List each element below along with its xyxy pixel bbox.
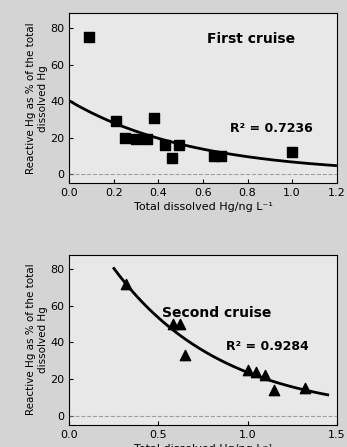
Text: Second cruise: Second cruise [162,306,271,320]
Y-axis label: Reactive Hg as % of the total
dissolved Hg: Reactive Hg as % of the total dissolved … [26,22,48,174]
Point [183,352,188,359]
Point [169,154,175,161]
X-axis label: Total dissolved Hg/ng L⁻¹: Total dissolved Hg/ng L⁻¹ [134,444,272,447]
Point [245,366,250,373]
Point [289,149,295,156]
Point [124,280,129,287]
Y-axis label: Reactive Hg as % of the total
dissolved Hg: Reactive Hg as % of the total dissolved … [26,264,48,416]
Point [254,368,259,375]
Point [211,152,217,160]
Point [122,134,128,141]
Point [145,136,150,143]
Point [133,136,139,143]
Point [170,320,176,328]
Point [162,141,168,148]
Text: First cruise: First cruise [208,32,296,46]
Point [302,384,307,392]
Point [113,118,119,125]
Point [176,141,181,148]
Point [263,372,268,379]
Text: R² = 0.9284: R² = 0.9284 [226,340,309,353]
Text: R² = 0.7236: R² = 0.7236 [230,122,312,135]
Point [151,114,157,121]
Point [271,386,277,393]
Point [177,320,183,328]
Point [218,152,223,160]
Point [87,34,92,41]
X-axis label: Total dissolved Hg/ng L⁻¹: Total dissolved Hg/ng L⁻¹ [134,202,272,212]
